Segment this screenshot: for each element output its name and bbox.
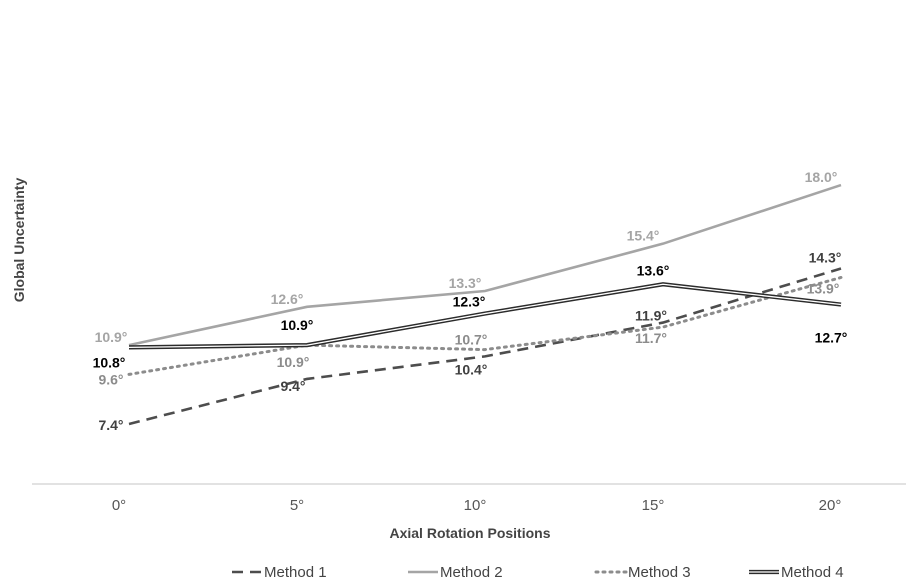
legend-item-method-4: Method 4 — [749, 564, 844, 579]
data-label-layer: 7.4° 9.4° 10.4° 11.9° 14.3° 10.9° 12.6° 13.3° 15… — [93, 169, 848, 433]
data-label-method-1-3: 11.9° — [635, 308, 667, 324]
y-axis-label: Global Uncertainty — [11, 178, 27, 303]
x-tick-label-2: 10° — [464, 497, 487, 514]
x-tick-label-1: 5° — [290, 497, 304, 514]
x-tick-label-4: 20° — [819, 497, 842, 514]
legend-label-method-1: Method 1 — [264, 564, 327, 579]
series-line-method-2 — [128, 183, 842, 347]
series-line-method-1 — [128, 267, 842, 426]
data-label-method-2-4: 18.0° — [805, 169, 838, 185]
data-label-method-4-1: 10.9° — [281, 317, 314, 333]
data-label-method-3-2: 10.7° — [455, 332, 488, 348]
x-tick-layer: 0° 5° 10° 15° 20° — [112, 497, 842, 514]
series-layer — [127, 183, 843, 426]
data-label-method-2-3: 15.4° — [627, 228, 660, 244]
series-line-method-4-inner — [128, 283, 842, 349]
data-label-method-4-3: 13.6° — [637, 262, 670, 278]
x-tick-label-3: 15° — [642, 497, 665, 514]
legend-label-method-2: Method 2 — [440, 564, 503, 579]
data-label-method-1-4: 14.3° — [809, 249, 842, 265]
data-label-method-2-2: 13.3° — [449, 275, 482, 291]
data-label-method-4-4: 12.7° — [815, 330, 848, 346]
data-label-method-1-2: 10.4° — [455, 361, 488, 377]
data-label-method-3-4: 13.9° — [807, 280, 840, 296]
series-line-method-3 — [127, 275, 843, 376]
legend-label-method-3: Method 3 — [628, 564, 691, 579]
legend-label-method-4: Method 4 — [781, 564, 844, 579]
legend: Method 1 Method 2 Method 3 Method 4 — [232, 564, 844, 579]
data-label-method-4-2: 12.3° — [453, 294, 486, 310]
data-label-method-3-3: 11.7° — [635, 330, 667, 346]
data-label-method-2-1: 12.6° — [271, 291, 304, 307]
legend-item-method-1: Method 1 — [232, 564, 327, 579]
data-label-method-1-1: 9.4° — [280, 378, 305, 394]
legend-item-method-2: Method 2 — [408, 564, 503, 579]
data-label-method-4-0: 10.8° — [93, 354, 126, 370]
data-label-method-1-0: 7.4° — [98, 417, 123, 433]
legend-item-method-3: Method 3 — [594, 564, 691, 579]
data-label-method-3-0: 9.6° — [98, 371, 123, 387]
x-axis-label: Axial Rotation Positions — [389, 525, 550, 541]
data-label-method-3-1: 10.9° — [277, 354, 310, 370]
x-tick-label-0: 0° — [112, 497, 126, 514]
data-label-method-2-0: 10.9° — [95, 329, 128, 345]
